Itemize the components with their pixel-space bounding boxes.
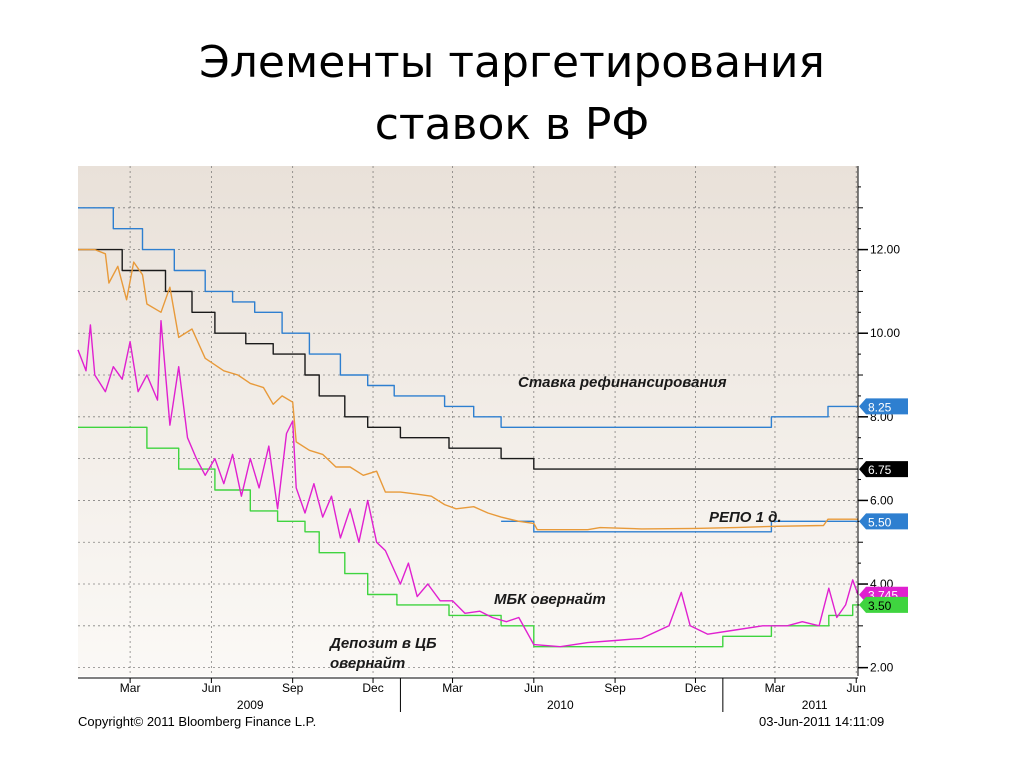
y-tick-label: 12.00 [870, 243, 900, 257]
x-tick-label: Dec [685, 681, 706, 695]
x-tick-label: Jun [524, 681, 543, 695]
series-line-refinancing [78, 207, 858, 428]
series-labels: Ставка рефинансирования РЕПО 1 д. МБК овер… [328, 374, 782, 672]
x-tick-label: Sep [282, 681, 304, 695]
series-label-deposit-line-1: Депозит в ЦБ [328, 635, 437, 652]
series-line-deposit [78, 426, 858, 648]
y-tick-label: 6.00 [870, 493, 894, 507]
x-tick-label: Jun [202, 681, 221, 695]
series-line-repo [78, 248, 858, 531]
x-tick-label: Mar [765, 681, 786, 695]
series-line-cbr_policy [78, 248, 858, 470]
grid [78, 166, 858, 676]
year-label: 2011 [802, 698, 828, 712]
last-value-badge-repo [859, 513, 908, 530]
last-value-label-deposit: 3.50 [868, 599, 892, 613]
x-tick-label: Mar [120, 681, 141, 695]
x-tick-label: Mar [442, 681, 463, 695]
last-value-label-cbr_policy: 6.75 [868, 463, 892, 477]
slide-title: Элементы таргетирования ставок в РФ [0, 32, 1024, 156]
last-value-badge-refinancing [859, 398, 908, 415]
series-label-refinancing: Ставка рефинансирования [518, 374, 727, 391]
last-value-label-refinancing: 8.25 [868, 400, 892, 414]
plot-area [78, 166, 858, 676]
series-line-mbk [77, 320, 859, 648]
last-value-label-repo: 5.50 [868, 515, 892, 529]
x-tick-label: Dec [362, 681, 383, 695]
y-tick-label: 2.00 [870, 661, 894, 675]
series-lines [77, 207, 859, 648]
series-label-repo: РЕПО 1 д. [709, 509, 782, 526]
timestamp-text: 03-Jun-2011 14:11:09 [759, 714, 885, 729]
last-value-badge-deposit [859, 596, 908, 613]
x-tick-label: Sep [604, 681, 626, 695]
series-label-mbk: МБК овернайт [494, 591, 606, 608]
y-tick-label: 10.00 [870, 326, 900, 340]
copyright-text: Copyright© 2011 Bloomberg Finance L.P. [78, 714, 317, 729]
year-label: 2010 [547, 698, 574, 712]
slide-title-line-2: ставок в РФ [374, 99, 650, 150]
slide-title-line-1: Элементы таргетирования [199, 37, 825, 88]
year-label: 2009 [237, 698, 264, 712]
series-line-repo_floor [501, 520, 858, 533]
x-tick-label: Jun [847, 681, 866, 695]
series-label-deposit-line-2: овернайт [330, 655, 405, 672]
last-value-badge-cbr_policy [859, 461, 908, 478]
